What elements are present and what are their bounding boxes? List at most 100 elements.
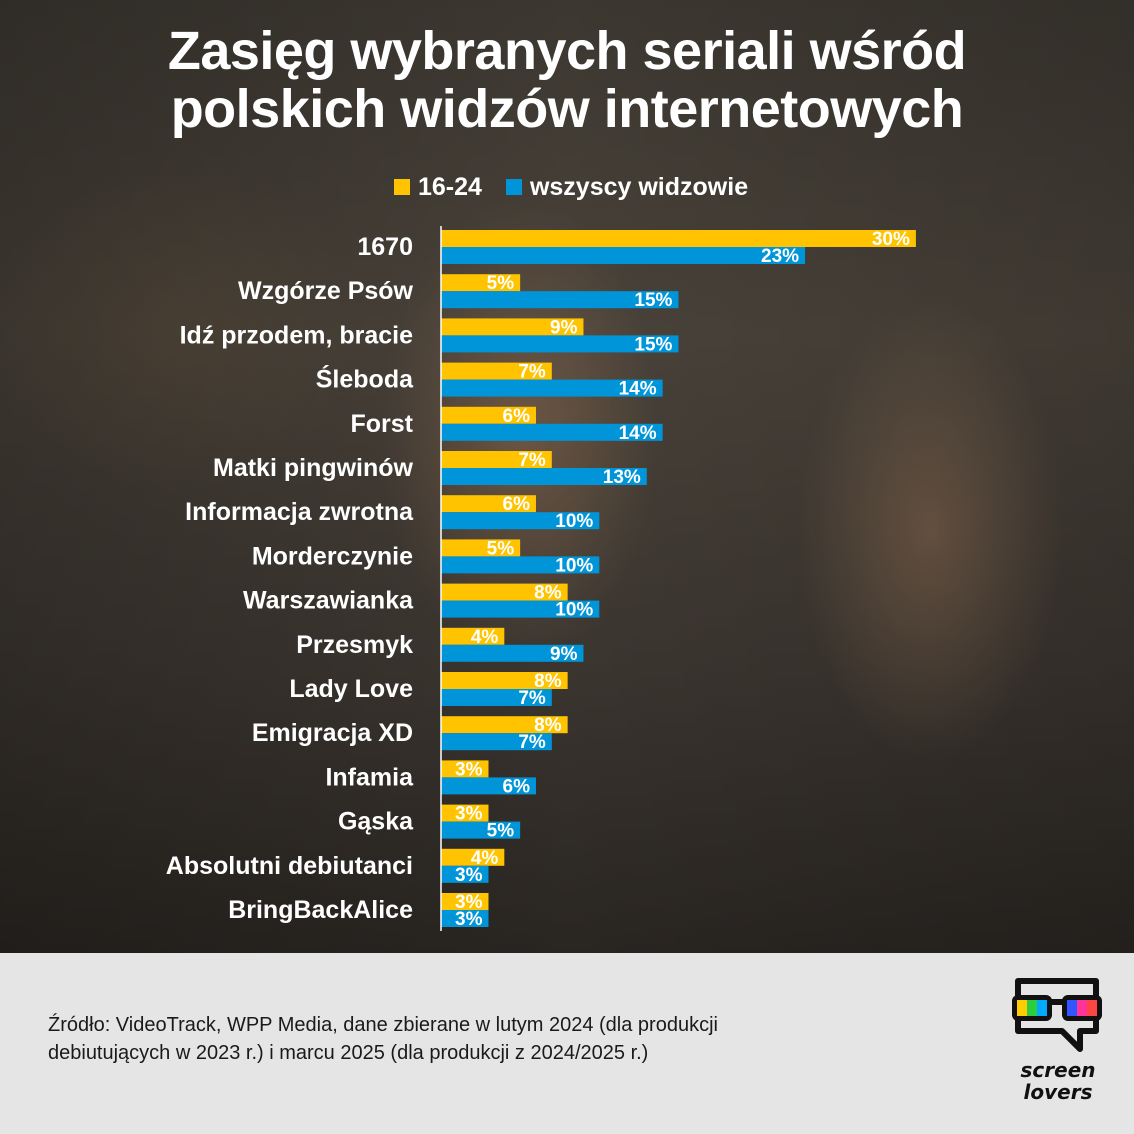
value-label-all-viewers: 14% xyxy=(619,379,657,400)
category-label: Morderczynie xyxy=(252,542,413,570)
category-label: Gąska xyxy=(338,808,414,836)
bar-all-viewers xyxy=(441,865,489,883)
value-label-all-viewers: 6% xyxy=(503,776,531,797)
value-label-all-viewers: 7% xyxy=(518,688,546,709)
value-label-all-viewers: 10% xyxy=(555,511,593,532)
bar-16-24 xyxy=(441,406,536,424)
bar-all-viewers xyxy=(441,512,600,530)
value-label-16-24: 4% xyxy=(471,627,499,648)
value-label-16-24: 7% xyxy=(518,362,546,383)
bar-16-24 xyxy=(441,495,536,513)
value-label-all-viewers: 13% xyxy=(603,467,641,488)
category-label: Idź przodem, bracie xyxy=(180,321,413,349)
value-label-16-24: 6% xyxy=(503,406,531,427)
value-label-all-viewers: 10% xyxy=(555,555,593,576)
bar-chart: 1670 30% 23% Wzgórze Psów 5% 15% Idź przodem, … xyxy=(166,226,916,931)
glasses-chat-icon xyxy=(1012,978,1102,1052)
bar-16-24 xyxy=(441,451,552,468)
bar-all-viewers xyxy=(441,556,600,574)
value-label-all-viewers: 15% xyxy=(634,290,672,311)
value-label-16-24: 30% xyxy=(872,229,910,250)
bar-all-viewers xyxy=(441,733,552,751)
bar-all-viewers xyxy=(441,910,489,927)
value-label-16-24: 5% xyxy=(487,538,515,559)
footer: Źródło: VideoTrack, WPP Media, dane zbie… xyxy=(0,953,1134,1134)
value-label-16-24: 9% xyxy=(550,317,578,338)
value-label-16-24: 6% xyxy=(503,494,531,515)
value-label-16-24: 3% xyxy=(455,804,483,825)
logo-line-2: lovers xyxy=(1023,1080,1093,1104)
value-label-16-24: 7% xyxy=(518,450,546,471)
category-label: 1670 xyxy=(357,233,413,261)
category-label: Emigracja XD xyxy=(252,719,413,747)
bar-all-viewers xyxy=(441,644,584,662)
value-label-all-viewers: 3% xyxy=(455,865,483,886)
bar-all-viewers xyxy=(441,291,679,309)
category-label: Warszawianka xyxy=(243,587,414,615)
bar-16-24 xyxy=(441,627,505,645)
legend-item-all: wszyscy widzowie xyxy=(505,172,749,202)
category-label: Śleboda xyxy=(316,364,414,394)
value-label-all-viewers: 15% xyxy=(634,334,672,355)
bar-all-viewers xyxy=(441,600,600,618)
category-label: Forst xyxy=(351,410,414,438)
value-label-16-24: 8% xyxy=(534,715,562,736)
bar-16-24 xyxy=(441,362,552,380)
bar-all-viewers xyxy=(441,423,663,441)
value-label-16-24: 3% xyxy=(455,892,483,913)
title-line-2: polskich widzów internetowych xyxy=(170,79,964,139)
source-line-2: debiutujących w 2023 r.) i marcu 2025 (d… xyxy=(48,1042,649,1064)
value-label-16-24: 8% xyxy=(534,583,562,604)
bar-all-viewers xyxy=(441,777,536,795)
value-label-all-viewers: 23% xyxy=(761,246,799,267)
bar-all-viewers xyxy=(441,247,806,264)
bar-16-24 xyxy=(441,539,521,557)
legend-swatch-16-24 xyxy=(394,179,410,195)
category-label: Wzgórze Psów xyxy=(238,277,414,305)
source-note: Źródło: VideoTrack, WPP Media, dane zbie… xyxy=(48,1011,928,1067)
source-line-1: Źródło: VideoTrack, WPP Media, dane zbie… xyxy=(48,1014,718,1036)
legend-label-all: wszyscy widzowie xyxy=(529,172,749,201)
value-label-all-viewers: 9% xyxy=(550,644,578,665)
logo-line-1: screen xyxy=(1020,1058,1096,1082)
chart-title: Zasięg wybranych seriali wśród polskich … xyxy=(0,22,1134,138)
bar-16-24 xyxy=(441,804,489,822)
value-label-16-24: 3% xyxy=(455,759,483,780)
bar-all-viewers xyxy=(441,468,647,485)
category-label: Absolutni debiutanci xyxy=(166,852,413,880)
category-label: Informacja zwrotna xyxy=(185,498,414,526)
value-label-16-24: 8% xyxy=(534,671,562,692)
bar-all-viewers xyxy=(441,821,521,839)
bar-16-24 xyxy=(441,318,584,336)
value-label-all-viewers: 10% xyxy=(555,600,593,621)
value-label-all-viewers: 5% xyxy=(487,821,515,842)
bar-16-24 xyxy=(441,848,505,866)
legend-swatch-all xyxy=(505,179,522,195)
value-label-all-viewers: 7% xyxy=(518,732,546,753)
category-label: Przesmyk xyxy=(296,631,413,659)
bar-16-24 xyxy=(441,760,489,778)
category-label: BringBackAlice xyxy=(228,896,413,924)
legend: 16-24 wszyscy widzowie xyxy=(394,172,772,202)
logo-wordmark: screen lovers xyxy=(1004,1059,1112,1103)
value-label-16-24: 5% xyxy=(487,273,515,294)
bar-16-24 xyxy=(441,230,916,247)
bar-all-viewers xyxy=(441,335,679,353)
legend-item-16-24: 16-24 xyxy=(394,173,482,202)
screen-lovers-logo: screen lovers xyxy=(1004,975,1114,1115)
bar-16-24 xyxy=(441,583,568,601)
value-label-all-viewers: 14% xyxy=(619,423,657,444)
bar-16-24 xyxy=(441,716,568,734)
value-label-16-24: 4% xyxy=(471,848,499,869)
value-label-all-viewers: 3% xyxy=(455,909,483,930)
bar-16-24 xyxy=(441,274,521,292)
category-label: Lady Love xyxy=(289,675,413,703)
bar-16-24 xyxy=(441,672,568,689)
category-label: Infamia xyxy=(325,763,414,791)
bar-all-viewers xyxy=(441,379,663,397)
legend-label-16-24: 16-24 xyxy=(418,172,482,201)
category-label: Matki pingwinów xyxy=(213,454,414,482)
bar-all-viewers xyxy=(441,689,552,706)
bar-16-24 xyxy=(441,893,489,910)
title-line-1: Zasięg wybranych seriali wśród xyxy=(167,21,967,81)
